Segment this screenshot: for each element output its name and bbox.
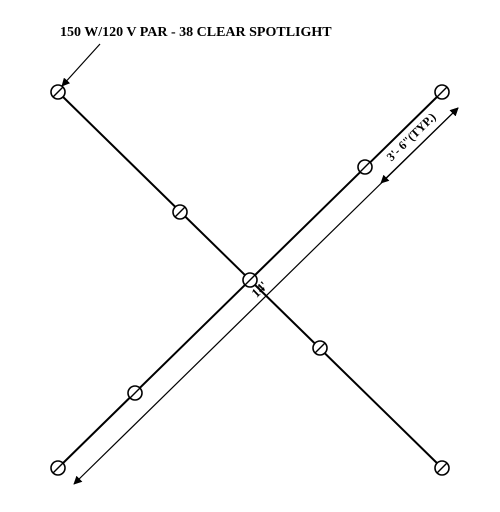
fixture-symbol xyxy=(435,461,449,475)
fixture-symbol xyxy=(313,341,327,355)
title-leader-arrow xyxy=(62,44,100,86)
lighting-x-diagram: 150 W/120 V PAR - 38 CLEAR SPOTLIGHT 14'… xyxy=(0,0,500,512)
fixture-symbol xyxy=(358,160,372,174)
dimension-typical: 3'- 6"(TYP.) xyxy=(381,108,458,183)
spec-title: 150 W/120 V PAR - 38 CLEAR SPOTLIGHT xyxy=(60,25,332,40)
fixture-symbol xyxy=(128,386,142,400)
fixture-symbol xyxy=(51,461,65,475)
fixture-symbol xyxy=(435,85,449,99)
dimension-typical-label: 3'- 6"(TYP.) xyxy=(384,110,439,164)
fixture-symbol xyxy=(51,85,65,99)
fixture-symbol xyxy=(173,205,187,219)
